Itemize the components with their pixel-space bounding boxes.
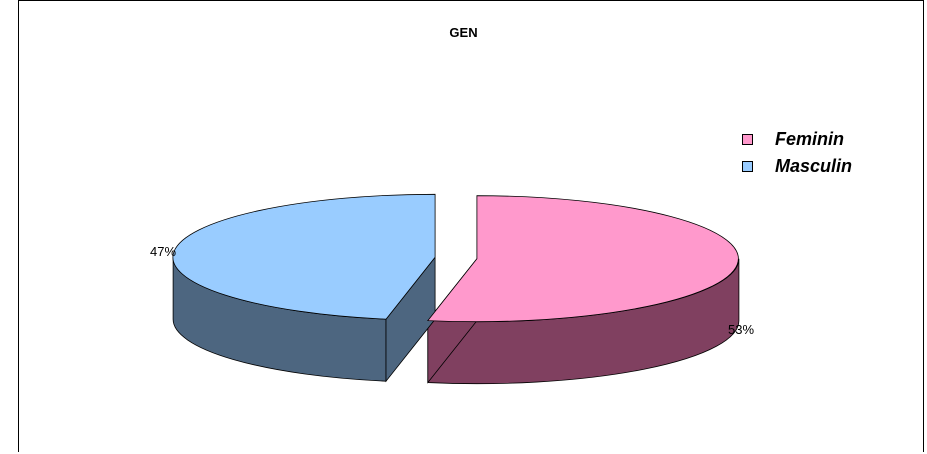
legend-item-feminin: Feminin bbox=[742, 126, 852, 153]
pie-slice-masculin bbox=[172, 193, 436, 320]
chart-title: GEN bbox=[449, 25, 478, 40]
legend: Feminin Masculin bbox=[742, 126, 852, 180]
data-label-masculin: 47% bbox=[150, 244, 177, 259]
legend-label-masculin: Masculin bbox=[775, 156, 853, 176]
legend-swatch-masculin bbox=[742, 161, 753, 172]
legend-swatch-feminin bbox=[742, 134, 753, 145]
legend-label-feminin: Feminin bbox=[775, 129, 845, 149]
pie-slice-feminin bbox=[427, 195, 739, 323]
data-label-feminin: 53% bbox=[728, 322, 755, 337]
legend-item-masculin: Masculin bbox=[742, 153, 852, 180]
